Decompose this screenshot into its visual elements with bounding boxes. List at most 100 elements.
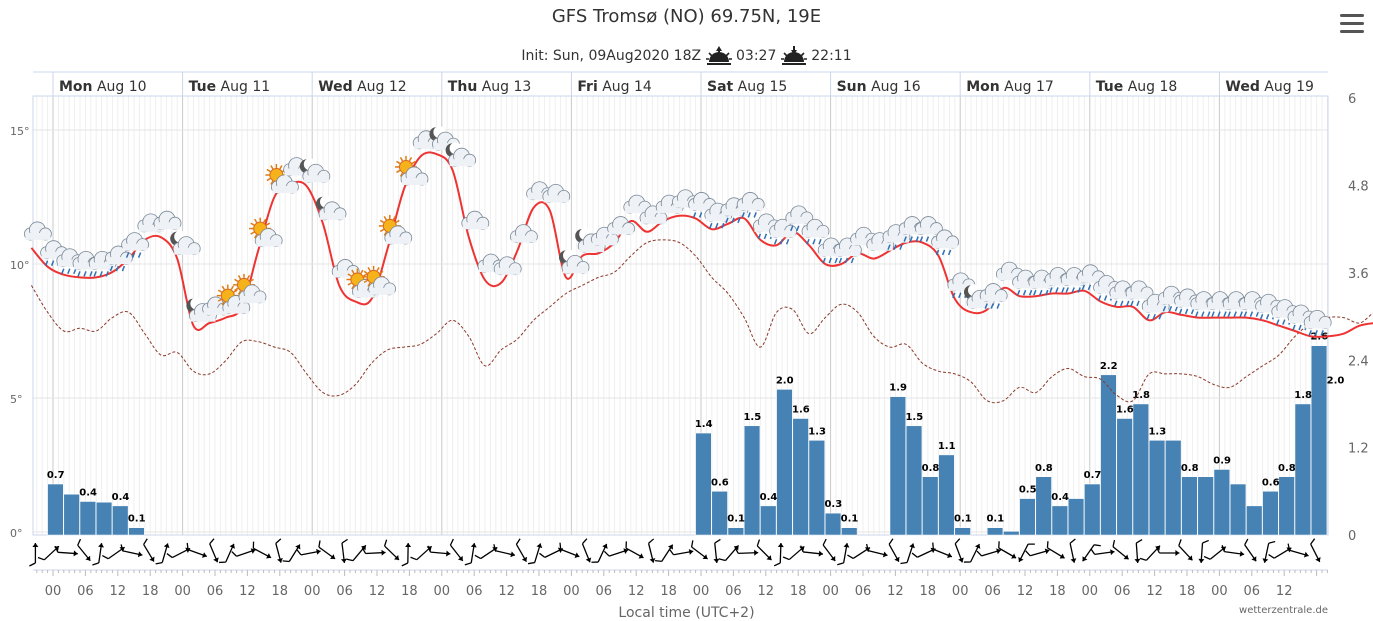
hour-tick-label: 06 — [466, 584, 483, 599]
wind-barb-icon — [837, 542, 850, 566]
wind-barb-icon — [402, 543, 411, 566]
precip-label: 0.3 — [824, 499, 842, 510]
right-axis-tick: 6 — [1348, 92, 1356, 107]
wind-barb-icon — [1067, 539, 1081, 563]
hour-tick-label: 18 — [1179, 584, 1196, 599]
precip-bar — [955, 528, 971, 535]
right-axis-tick: 3.6 — [1348, 267, 1369, 282]
wind-barb-icon — [446, 539, 467, 563]
precip-bar — [96, 502, 112, 535]
hour-tick-label: 18 — [1049, 584, 1066, 599]
wind-barb-icon — [774, 543, 784, 566]
precip-bar — [1084, 484, 1100, 535]
precip-bar — [1279, 477, 1295, 535]
hour-tick-label: 18 — [660, 584, 677, 599]
wind-barb-icon — [1156, 547, 1179, 556]
precip-label: 0.4 — [79, 488, 97, 499]
precip-bar — [112, 506, 128, 535]
wind-barb-icon — [1307, 539, 1325, 564]
hour-tick-label: 18 — [272, 584, 289, 599]
precip-bar — [129, 528, 145, 535]
precip-label: 0.8 — [1278, 463, 1296, 474]
precip-label: 0.1 — [841, 514, 859, 525]
precip-bar — [1101, 375, 1117, 535]
precip-bar — [825, 513, 841, 535]
precip-label: 1.3 — [1148, 426, 1166, 437]
precip-label: 1.5 — [743, 412, 761, 423]
precip-bar — [1165, 440, 1181, 535]
wind-barb-icon — [1262, 540, 1276, 564]
credit-text[interactable]: wetterzentrale.de — [1239, 605, 1328, 616]
precip-label: 0.4 — [760, 492, 778, 503]
precip-bar — [1198, 477, 1214, 535]
precip-label: 0.7 — [1084, 470, 1102, 481]
day-label: Mon Aug 17 — [966, 79, 1054, 95]
precip-bar — [80, 502, 96, 535]
precip-bar — [1052, 506, 1068, 535]
right-axis-tick: 2.4 — [1348, 354, 1369, 369]
precip-label: 1.6 — [792, 405, 810, 416]
precip-label: 0.1 — [128, 514, 146, 525]
precip-label: 0.4 — [1051, 492, 1069, 503]
precip-label: 0.8 — [922, 463, 940, 474]
precip-label: 0.4 — [112, 492, 130, 503]
hour-tick-label: 00 — [304, 584, 321, 599]
wind-barb-icon — [140, 539, 160, 563]
right-axis-tick: 1.2 — [1348, 442, 1369, 457]
precip-bar — [793, 419, 809, 535]
precip-label: 1.8 — [1294, 390, 1312, 401]
precip-label: 1.3 — [808, 426, 826, 437]
day-label: Wed Aug 12 — [318, 79, 407, 95]
wind-barb-icon — [819, 539, 840, 563]
precip-bar — [939, 455, 955, 535]
wind-barb-icon — [735, 547, 758, 557]
precip-label: 0.9 — [1213, 455, 1231, 466]
wind-barb-icon — [847, 543, 871, 563]
day-label: Sun Aug 16 — [837, 79, 921, 95]
hour-tick-label: 18 — [920, 584, 937, 599]
left-axis-tick: 15° — [10, 125, 30, 138]
hour-tick-label: 12 — [1146, 584, 1163, 599]
wind-barb-icon — [73, 539, 94, 563]
precip-label: 1.5 — [905, 412, 923, 423]
precip-label: 0.6 — [1262, 477, 1280, 488]
precip-bar — [841, 528, 857, 535]
precip-label: 2.0 — [1327, 375, 1345, 386]
wind-barb-icon — [380, 540, 403, 562]
precip-label: 0.8 — [1181, 463, 1199, 474]
wind-barb-icon — [1269, 543, 1293, 563]
precip-bar — [1295, 404, 1311, 535]
wind-barb-icon — [1026, 544, 1051, 559]
hour-tick-label: 00 — [822, 584, 839, 599]
precip-bar — [744, 426, 760, 535]
hour-tick-label: 12 — [110, 584, 127, 599]
hour-tick-label: 06 — [207, 584, 224, 599]
wind-barb-icon — [1198, 540, 1209, 564]
day-label: Wed Aug 19 — [1225, 79, 1314, 95]
hour-tick-label: 06 — [984, 584, 1001, 599]
hour-tick-label: 00 — [1082, 584, 1099, 599]
precip-bar — [728, 528, 744, 535]
left-axis-tick: 0° — [10, 527, 23, 540]
wind-barb-icon — [783, 542, 806, 564]
precip-bar — [1117, 419, 1133, 535]
wind-barb-icon — [512, 539, 531, 563]
wind-barb-icon — [670, 545, 694, 558]
hour-tick-label: 00 — [1211, 584, 1228, 599]
hour-tick-label: 12 — [1017, 584, 1034, 599]
precip-bar — [1003, 531, 1019, 535]
precip-label: 1.9 — [889, 383, 907, 394]
day-label: Sat Aug 15 — [707, 79, 787, 95]
hour-tick-label: 00 — [45, 584, 62, 599]
wind-barb-icon — [579, 539, 596, 564]
precip-bar — [696, 433, 712, 535]
hour-tick-label: 00 — [952, 584, 969, 599]
wind-barb-icon — [885, 539, 904, 563]
precip-label: 0.1 — [954, 514, 972, 525]
hour-tick-label: 06 — [1244, 584, 1261, 599]
right-axis-tick: 0 — [1348, 529, 1356, 544]
wind-barb-icon — [1204, 542, 1228, 563]
hour-tick-label: 12 — [758, 584, 775, 599]
